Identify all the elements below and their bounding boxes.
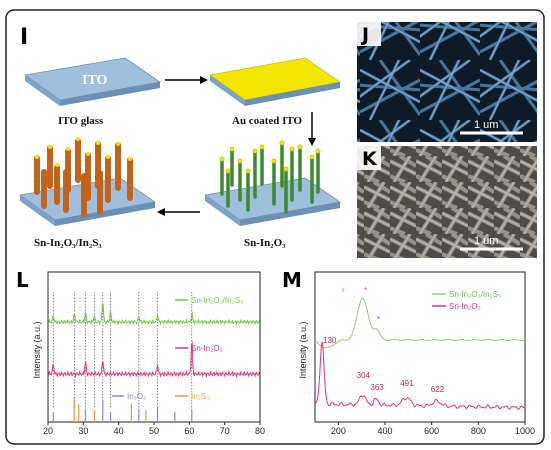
xtick-l-label-2: 40 bbox=[114, 426, 124, 436]
peak-markers-m: ı * * bbox=[342, 286, 380, 324]
sn-in2o3-slab bbox=[203, 140, 342, 226]
peak-marker-m-1: ı bbox=[342, 287, 344, 294]
xtick-l-label-4: 60 bbox=[184, 426, 194, 436]
peak-label-304: 304 bbox=[357, 371, 371, 380]
orange-nanorods bbox=[34, 137, 133, 217]
panel-k-sem: K 1 um bbox=[357, 146, 537, 258]
xtick-m-label-2: 600 bbox=[424, 426, 439, 436]
panel-l-letter: L bbox=[16, 268, 29, 292]
sem-image-j bbox=[357, 22, 537, 142]
panel-l-xrd: L Intensity (a.u.) 20 30 40 50 60 70 80 Sn-In₂… bbox=[16, 268, 265, 436]
au-tips bbox=[219, 140, 321, 174]
panel-i-letter: I bbox=[20, 25, 28, 50]
legend-m-bot: Sn-In₂O₃ bbox=[449, 302, 481, 311]
peak-guides-l bbox=[52, 292, 193, 408]
sem-image-k bbox=[357, 146, 537, 258]
xtick-m-label-1: 400 bbox=[377, 426, 392, 436]
peak-label-622: 622 bbox=[431, 385, 445, 394]
xtick-m-label-3: 800 bbox=[471, 426, 486, 436]
peak-marker-m-2: * bbox=[364, 286, 367, 295]
ito-glass-slab: ITO bbox=[23, 57, 162, 106]
xtick-l-label-0: 20 bbox=[43, 426, 53, 436]
arrow-2-head bbox=[308, 138, 316, 146]
legend-m-top: Sn-In₂O₃/In₂S₃ bbox=[449, 290, 501, 299]
ito-glass-label: ITO glass bbox=[58, 115, 104, 127]
ito-slab-text: ITO bbox=[82, 73, 108, 88]
xtick-m-label-4: 1000 bbox=[515, 426, 535, 436]
arrow-3-head bbox=[157, 208, 165, 216]
scale-label-j: 1 um bbox=[474, 119, 498, 131]
xtick-l-label-6: 80 bbox=[255, 426, 265, 436]
series-l-in2s3-ref bbox=[73, 398, 147, 422]
legend-l-top: Sn-In₂O₃/In₂S₃ bbox=[191, 296, 243, 305]
plot-frame-m bbox=[314, 271, 526, 423]
heterostructure-label: Sn-In₂O₃/In₂S₃ bbox=[34, 237, 102, 249]
xtick-m-label-0: 200 bbox=[331, 426, 346, 436]
series-l-sn-in2o3 bbox=[47, 341, 260, 379]
series-m-heterostructure bbox=[314, 297, 526, 349]
au-coated-slab bbox=[208, 57, 342, 106]
panel-k-letter-bg bbox=[357, 146, 381, 170]
series-m-sn-in2o3 bbox=[314, 341, 526, 411]
hetero-tips bbox=[35, 137, 132, 167]
legend-l-mid: Sn-In₂O₃ bbox=[191, 344, 223, 353]
arrow-1-head bbox=[200, 76, 208, 84]
peak-label-491: 491 bbox=[400, 379, 414, 388]
peak-label-130: 130 bbox=[323, 336, 337, 345]
legend-l-ref1: In₂O₃ bbox=[127, 392, 146, 401]
xticks-l: 20 30 40 50 60 70 80 bbox=[43, 422, 265, 436]
panel-k-letter: K bbox=[362, 148, 378, 170]
xtick-l-label-5: 70 bbox=[220, 426, 230, 436]
scale-label-k: 1 um bbox=[474, 235, 498, 247]
panel-m-raman: M Intensity (a.u.) 200 400 600 800 1000 ı * … bbox=[282, 268, 535, 436]
legend-l-ref2: In₂S₃ bbox=[191, 392, 209, 401]
xticks-m: 200 400 600 800 1000 bbox=[331, 422, 535, 436]
sn-in2o3-label: Sn-In₂O₃ bbox=[244, 237, 286, 249]
peak-label-363: 363 bbox=[370, 383, 384, 392]
green-nanowires bbox=[220, 142, 320, 214]
ylabel-m: Intensity (a.u.) bbox=[298, 321, 308, 378]
xtick-l-label-3: 50 bbox=[149, 426, 159, 436]
series-l-in2o3-ref bbox=[52, 400, 193, 422]
panel-j-letter: J bbox=[360, 24, 369, 46]
heterostructure-slab bbox=[18, 137, 157, 226]
au-coated-label: Au coated ITO bbox=[232, 115, 303, 127]
panel-j-sem: J 1 um bbox=[357, 22, 537, 142]
series-l-heterostructure bbox=[47, 303, 260, 326]
ylabel-l: Intensity (a.u.) bbox=[32, 321, 42, 378]
panel-m-letter: M bbox=[282, 268, 302, 292]
peak-marker-m-3: * bbox=[377, 315, 380, 324]
xtick-l-label-1: 30 bbox=[78, 426, 88, 436]
panel-i-schematic: I ITO ITO glass Au coated ITO bbox=[18, 25, 342, 249]
panel-j-letter-bg bbox=[357, 22, 381, 46]
